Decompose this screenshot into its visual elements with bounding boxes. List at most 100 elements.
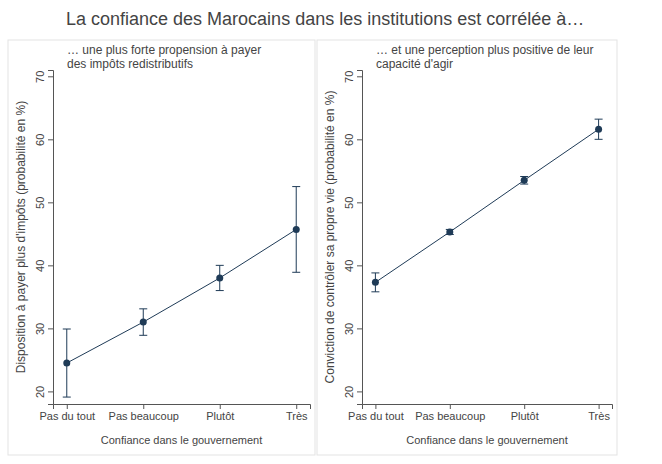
y-tick-mark (48, 139, 53, 140)
panel-frame (8, 40, 315, 455)
x-tick: Pas du tout (39, 404, 95, 422)
x-tick-label: Plutôt (511, 410, 539, 422)
error-bar (292, 187, 300, 273)
y-tick: 20 (34, 386, 53, 398)
x-tick-mark (450, 404, 451, 409)
plot-marks (371, 119, 602, 292)
y-tick: 70 (343, 71, 362, 83)
point (293, 226, 300, 233)
point (595, 126, 602, 133)
y-axis-line (48, 71, 54, 405)
error-bar (216, 265, 224, 290)
y-tick-label: 70 (34, 71, 46, 83)
x-tick-label: Plutôt (206, 410, 234, 422)
error-bar (371, 273, 379, 292)
y-tick-mark (357, 391, 362, 392)
y-tick-mark (357, 139, 362, 140)
y-tick-label: 30 (34, 323, 46, 335)
panel-frame (317, 40, 617, 455)
x-axis: Pas du tout Pas beaucoup Plutôt Très (39, 404, 310, 422)
point (446, 228, 453, 235)
subtitle: … une plus forte propension à payer (67, 43, 261, 57)
x-tick-mark (296, 404, 297, 409)
x-tick: Très (286, 404, 308, 422)
title: La confiance des Marocains dans les inst… (66, 9, 584, 29)
y-tick-mark (48, 328, 53, 329)
y-tick: 60 (34, 134, 53, 146)
y-tick-mark (357, 202, 362, 203)
y-tick: 60 (343, 134, 362, 146)
subtitle: des impôts redistributifs (67, 57, 193, 71)
y-tick-mark (48, 265, 53, 266)
error-bar-cap (63, 329, 71, 330)
x-tick: Pas beaucoup (415, 404, 485, 422)
x-tick-label: Très (286, 410, 308, 422)
y-axis-title: Disposition à payer plus d'impôts (proba… (14, 101, 28, 373)
point (372, 279, 379, 286)
y-tick-label: 50 (343, 197, 355, 209)
y-tick-mark (357, 265, 362, 266)
point (63, 360, 70, 367)
subtitle: … et une perception plus positive de leu… (376, 43, 593, 57)
y-axis-line (357, 71, 363, 405)
y-tick-mark (48, 76, 53, 77)
y-tick-mark (357, 328, 362, 329)
y-tick: 20 (343, 386, 362, 398)
error-bar-cap (292, 186, 300, 187)
y-axis-title: Conviction de contrôler sa propre vie (p… (323, 91, 337, 384)
y-tick: 30 (343, 323, 362, 335)
x-tick-mark (375, 404, 376, 409)
y-tick-label: 40 (343, 260, 355, 272)
point (521, 177, 528, 184)
error-bar-cap (216, 265, 224, 266)
x-tick-mark (599, 404, 600, 409)
y-tick: 40 (343, 260, 362, 272)
y-tick-label: 60 (343, 134, 355, 146)
x-tick-mark (524, 404, 525, 409)
error-bar (63, 329, 71, 397)
y-tick: 50 (34, 197, 53, 209)
error-bar-cap (595, 119, 603, 120)
y-tick-mark (357, 76, 362, 77)
panel: … et une perception plus positive de leu… (317, 40, 617, 455)
x-tick-label: Pas beaucoup (109, 410, 179, 422)
error-bar-cap (139, 308, 147, 309)
error-bar-cap (292, 272, 300, 273)
y-axis: 20 30 40 50 60 70 (34, 71, 54, 405)
error-bar-cap (216, 290, 224, 291)
y-tick-label: 20 (343, 386, 355, 398)
point (140, 319, 147, 326)
y-tick-label: 30 (343, 323, 355, 335)
error-bar-cap (371, 291, 379, 292)
chart-root: La confiance des Marocains dans les inst… (0, 0, 662, 464)
x-tick: Très (588, 404, 610, 422)
error-bar-cap (139, 335, 147, 336)
error-bar (595, 119, 603, 139)
x-tick-mark (220, 404, 221, 409)
line (375, 129, 598, 282)
error-bar-cap (595, 139, 603, 140)
point (216, 274, 223, 281)
x-axis-line (54, 405, 311, 410)
x-tick-label: Pas du tout (348, 410, 404, 422)
x-tick-label: Pas beaucoup (415, 410, 485, 422)
y-tick: 70 (34, 71, 53, 83)
x-tick-mark (67, 404, 68, 409)
error-bar-cap (63, 397, 71, 398)
x-tick: Pas beaucoup (109, 404, 179, 422)
y-tick-label: 20 (34, 386, 46, 398)
x-tick: Plutôt (511, 404, 539, 422)
x-axis-title: Confiance dans le gouvernement (101, 434, 262, 446)
x-tick-label: Très (588, 410, 610, 422)
x-tick: Plutôt (206, 404, 234, 422)
y-tick: 50 (343, 197, 362, 209)
x-tick-mark (143, 404, 144, 409)
y-tick-label: 40 (34, 260, 46, 272)
x-axis-line (363, 405, 613, 410)
x-axis-title: Confiance dans le gouvernement (406, 434, 567, 446)
y-tick: 40 (34, 260, 53, 272)
y-tick-label: 50 (34, 197, 46, 209)
x-axis: Pas du tout Pas beaucoup Plutôt Très (348, 404, 612, 422)
y-tick: 30 (34, 323, 53, 335)
error-bar (139, 309, 147, 335)
